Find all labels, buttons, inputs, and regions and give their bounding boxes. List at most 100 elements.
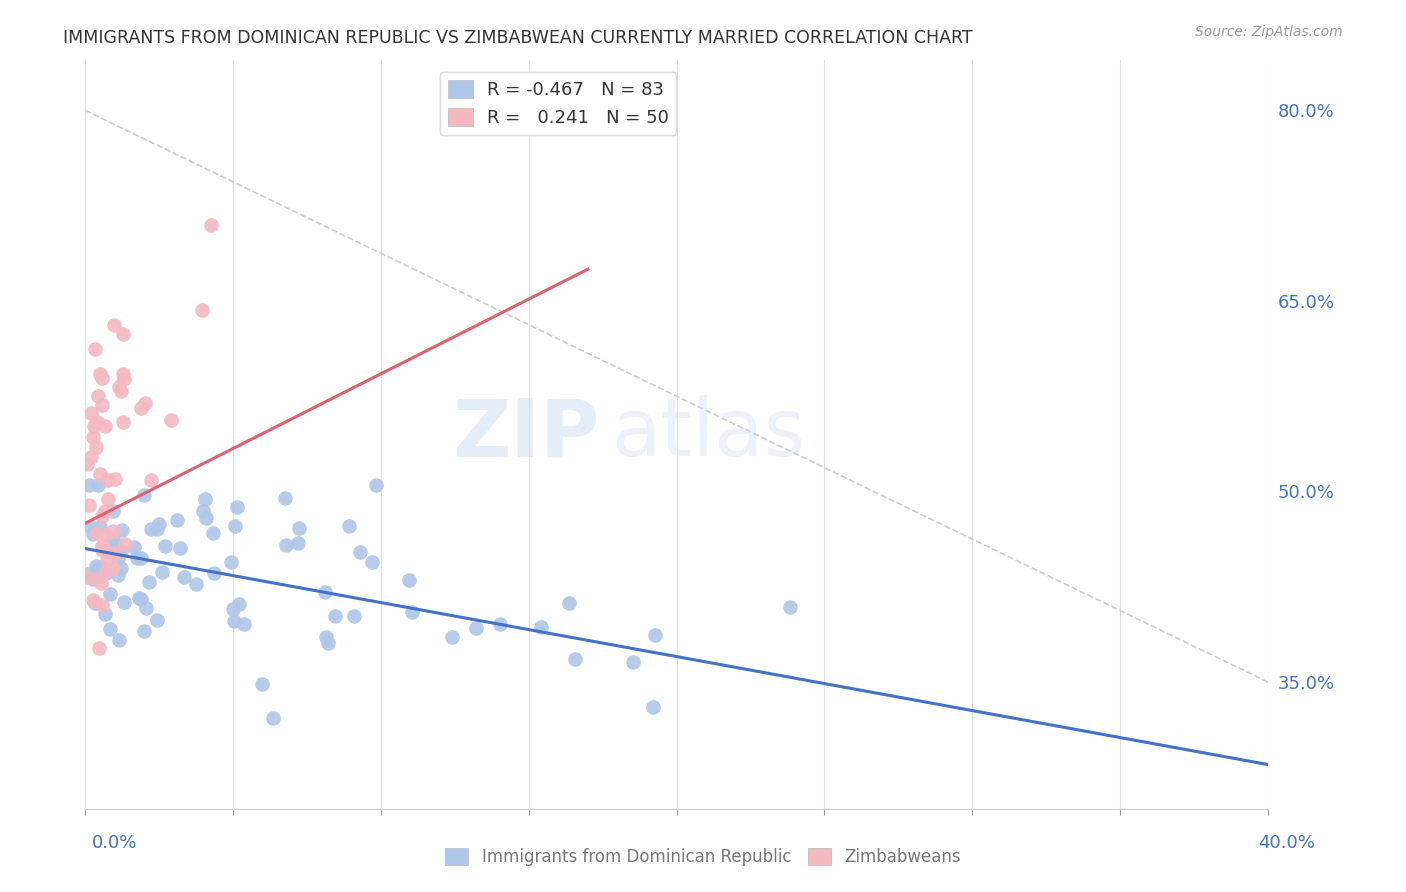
Point <box>643 699 665 714</box>
Point <box>94 504 117 518</box>
Point <box>82 430 104 444</box>
Point <box>84 596 107 610</box>
Point <box>90 576 112 591</box>
Point <box>86 416 108 430</box>
Point <box>155 539 177 553</box>
Point <box>224 519 246 533</box>
Point <box>219 555 242 569</box>
Point <box>125 551 148 566</box>
Point <box>108 380 131 394</box>
Point <box>96 566 118 580</box>
Point <box>398 574 420 588</box>
Point <box>134 396 156 410</box>
Point <box>200 218 222 232</box>
Point <box>98 546 121 560</box>
Point <box>250 676 273 690</box>
Point <box>103 318 125 333</box>
Point <box>316 636 339 650</box>
Point <box>82 527 104 541</box>
Point <box>159 413 181 427</box>
Point <box>77 498 100 512</box>
Point <box>489 617 512 632</box>
Point <box>112 367 135 381</box>
Point <box>122 540 145 554</box>
Point <box>112 372 135 386</box>
Point <box>91 399 114 413</box>
Point <box>440 631 463 645</box>
Point <box>621 655 644 669</box>
Point <box>84 559 107 574</box>
Point <box>110 561 132 575</box>
Point <box>91 540 114 554</box>
Point <box>226 500 249 514</box>
Point <box>82 593 104 607</box>
Point <box>87 562 110 576</box>
Point <box>87 478 110 492</box>
Point <box>337 519 360 533</box>
Point <box>141 473 163 487</box>
Point <box>87 389 110 403</box>
Point <box>146 522 169 536</box>
Point <box>288 521 311 535</box>
Point <box>364 478 387 492</box>
Point <box>201 525 224 540</box>
Point <box>314 585 336 599</box>
Text: IMMIGRANTS FROM DOMINICAN REPUBLIC VS ZIMBABWEAN CURRENTLY MARRIED CORRELATION C: IMMIGRANTS FROM DOMINICAN REPUBLIC VS ZI… <box>63 29 973 46</box>
Point <box>325 609 347 624</box>
Point <box>83 418 105 433</box>
Point <box>91 559 114 574</box>
Point <box>129 401 152 416</box>
Point <box>139 522 162 536</box>
Text: Source: ZipAtlas.com: Source: ZipAtlas.com <box>1195 25 1343 39</box>
Point <box>564 652 586 666</box>
Point <box>94 564 117 578</box>
Point <box>349 545 371 559</box>
Point <box>111 326 134 341</box>
Point <box>222 615 245 629</box>
Point <box>91 598 114 612</box>
Point <box>104 538 127 552</box>
Point <box>84 525 107 540</box>
Point <box>779 599 801 614</box>
Point <box>82 572 104 586</box>
Point <box>191 504 214 518</box>
Point <box>315 630 337 644</box>
Point <box>77 569 100 583</box>
Point <box>274 491 297 506</box>
Point <box>103 524 125 538</box>
Legend: Immigrants from Dominican Republic, Zimbabweans: Immigrants from Dominican Republic, Zimb… <box>439 841 967 873</box>
Point <box>558 596 581 610</box>
Point <box>98 587 121 601</box>
Point <box>274 538 297 552</box>
Point <box>104 546 127 560</box>
Legend: R = -0.467   N = 83, R =   0.241   N = 50: R = -0.467 N = 83, R = 0.241 N = 50 <box>440 72 676 135</box>
Point <box>112 595 135 609</box>
Point <box>135 600 157 615</box>
Point <box>103 561 125 575</box>
Point <box>202 566 225 580</box>
Point <box>87 640 110 655</box>
Point <box>107 632 129 647</box>
Point <box>89 367 111 381</box>
Point <box>107 550 129 565</box>
Point <box>148 517 170 532</box>
Point <box>90 370 112 384</box>
Point <box>131 591 153 606</box>
Point <box>101 532 124 546</box>
Point <box>166 512 188 526</box>
Point <box>195 510 218 524</box>
Point <box>97 473 120 487</box>
Point <box>97 491 120 506</box>
Point <box>150 565 173 579</box>
Point <box>129 550 152 565</box>
Point <box>77 567 100 582</box>
Point <box>146 613 169 627</box>
Point <box>138 574 160 589</box>
Point <box>80 450 103 464</box>
Point <box>112 415 135 429</box>
Point <box>89 520 111 534</box>
Point <box>191 303 214 318</box>
Point <box>464 621 486 635</box>
Point <box>89 467 111 482</box>
Point <box>86 572 108 586</box>
